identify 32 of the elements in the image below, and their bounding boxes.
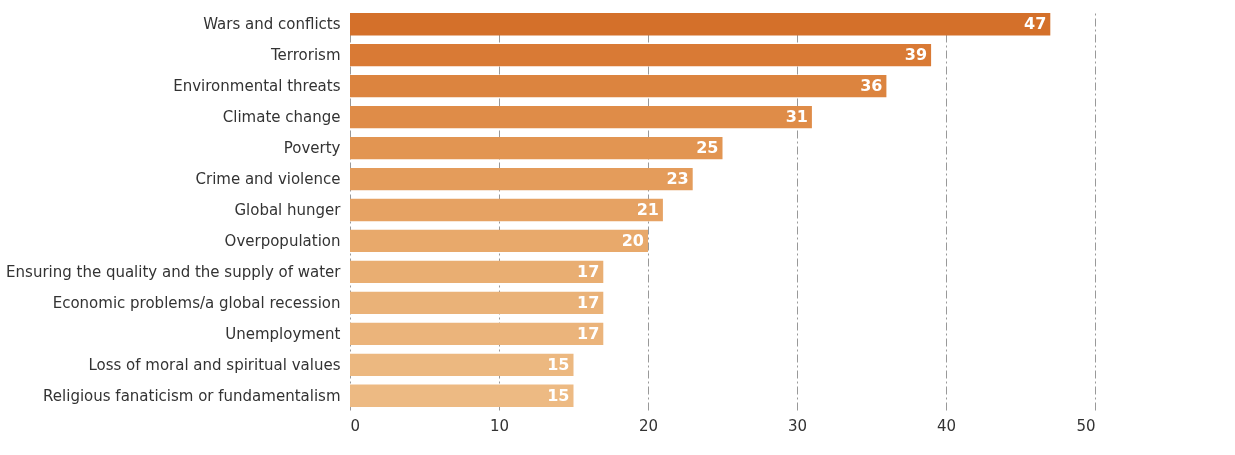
x-tick-label: 0 (350, 416, 361, 435)
y-tick-label: Poverty (283, 139, 341, 158)
x-tick-label: 20 (638, 416, 659, 435)
y-tick-label: Terrorism (269, 46, 341, 65)
data-label: 25 (696, 138, 719, 158)
y-tick-label: Religious fanaticism or fundamentalism (43, 386, 341, 405)
y-tick-label: Wars and conflicts (203, 15, 341, 34)
data-label: 20 (621, 230, 644, 250)
data-label: 23 (666, 169, 689, 189)
data-label: 17 (577, 292, 600, 312)
data-label: 21 (636, 200, 659, 219)
data-label: 15 (547, 354, 570, 374)
x-tick-label: 40 (936, 416, 957, 435)
data-label: 39 (904, 45, 928, 65)
data-label: 15 (547, 385, 570, 405)
data-label: 17 (577, 261, 600, 281)
data-label: 47 (1024, 14, 1047, 34)
x-tick-label: 30 (787, 416, 808, 435)
y-tick-label: Ensuring the quality and the supply of water (6, 262, 342, 281)
y-tick-label: Unemployment (225, 324, 341, 343)
y-tick-label: Climate change (222, 108, 341, 127)
y-tick-label: Global hunger (234, 201, 342, 219)
data-label: 31 (785, 107, 808, 127)
y-tick-label: Economic problems/a global recession (52, 293, 341, 312)
data-label: 17 (577, 323, 600, 343)
x-tick-label: 10 (489, 416, 510, 435)
x-tick-label: 50 (1076, 416, 1096, 435)
y-tick-label: Loss of moral and spiritual values (88, 355, 341, 374)
y-tick-label: Crime and violence (195, 170, 341, 189)
y-tick-label: Overpopulation (224, 231, 341, 250)
data-label: 36 (860, 76, 883, 96)
y-tick-label: Environmental threats (173, 77, 341, 96)
